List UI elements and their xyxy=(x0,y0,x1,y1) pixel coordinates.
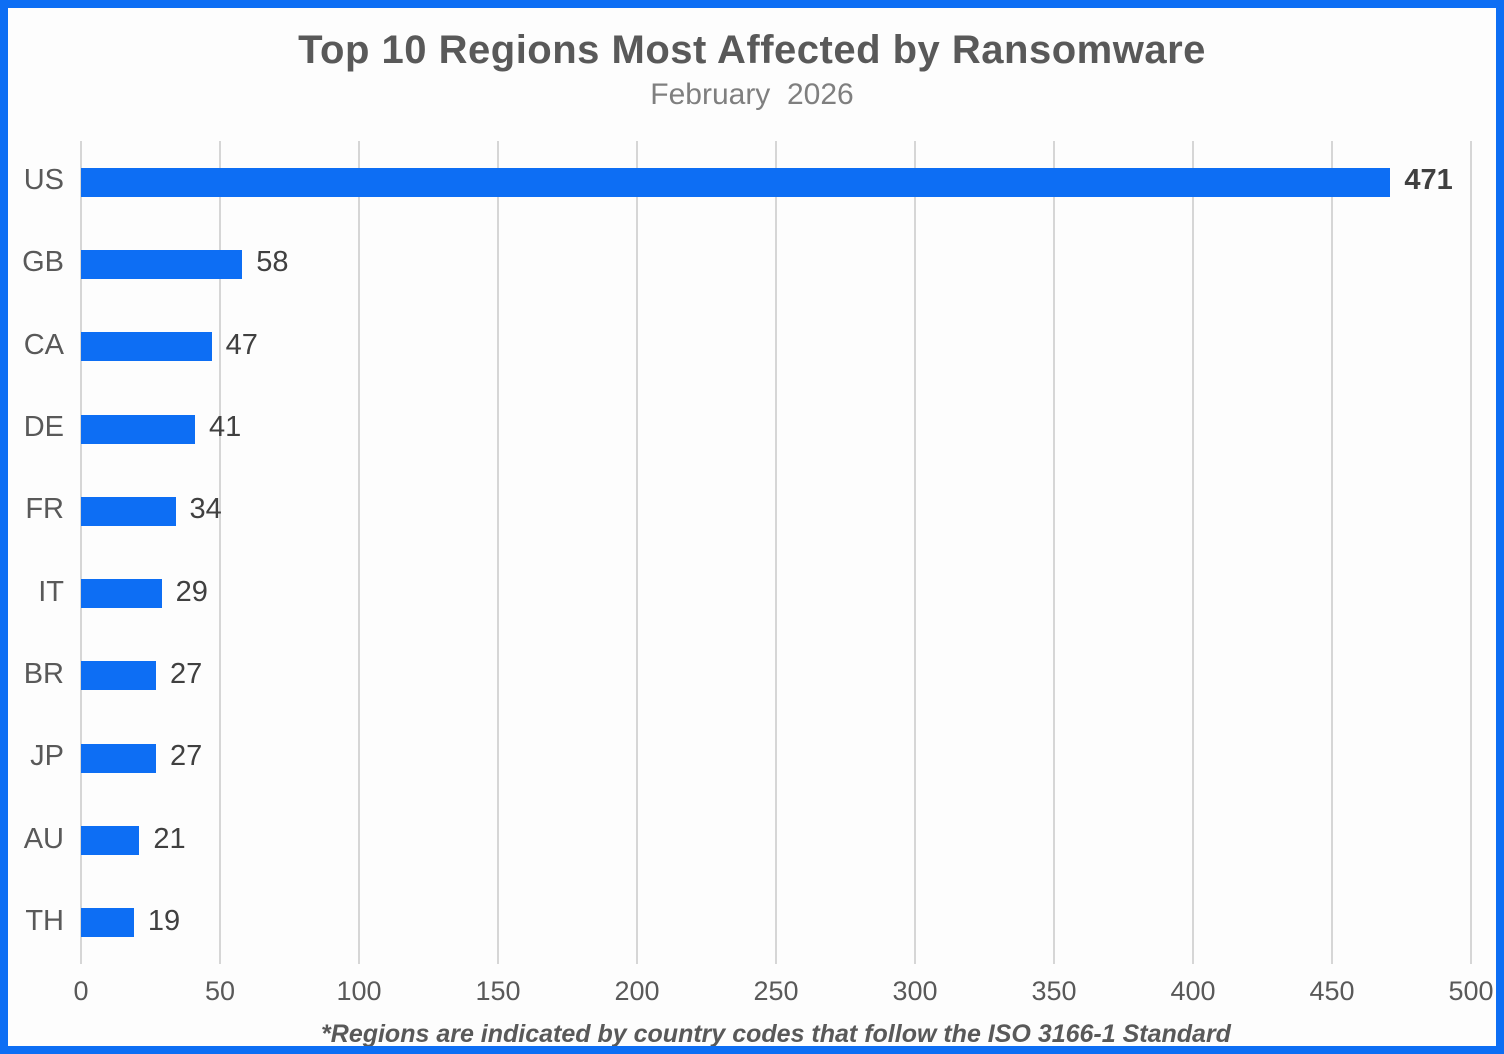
bar-row-de: DE 41 xyxy=(24,388,1471,470)
gridline-x-300 xyxy=(914,141,916,964)
chart-footnote: *Regions are indicated by country codes … xyxy=(321,1020,1231,1048)
bar-th xyxy=(81,908,134,938)
bar-row-fr: FR 34 xyxy=(25,470,1471,552)
category-label-ca: CA xyxy=(23,328,64,361)
bar-row-gb: GB 58 xyxy=(22,223,1471,305)
x-tick-label-200: 200 xyxy=(614,976,660,1006)
x-tick-label-250: 250 xyxy=(753,976,799,1006)
bar-row-au: AU 21 xyxy=(24,799,1471,881)
x-tick-label-500: 500 xyxy=(1448,976,1494,1006)
x-tick-label-350: 350 xyxy=(1031,976,1077,1006)
gridline-x-250 xyxy=(775,141,777,964)
value-label-jp: 27 xyxy=(170,740,203,773)
value-label-br: 27 xyxy=(170,658,203,691)
gridline-x-450 xyxy=(1331,141,1333,964)
value-label-th: 19 xyxy=(147,905,181,938)
bar-row-jp: JP 27 xyxy=(30,717,1471,799)
category-label-au: AU xyxy=(23,822,64,855)
gridline-x-400 xyxy=(1192,141,1194,964)
bar-row-th: TH 19 xyxy=(25,882,1471,964)
x-tick-label-50: 50 xyxy=(204,976,236,1006)
value-label-de: 41 xyxy=(208,411,242,444)
chart-title: Top 10 Regions Most Affected by Ransomwa… xyxy=(298,28,1206,72)
x-tick-label-100: 100 xyxy=(336,976,382,1006)
category-label-th: TH xyxy=(25,905,64,938)
bar-fr xyxy=(81,496,176,526)
gridline-x-100 xyxy=(358,141,360,964)
plot-area: 0 50 100 150 200 250 300 350 400 450 500 US 471 GB 58 C… xyxy=(22,141,1494,1006)
bar-br xyxy=(81,661,157,691)
x-tick-label-300: 300 xyxy=(892,976,938,1006)
value-label-us: 471 xyxy=(1404,164,1453,197)
bar-jp xyxy=(81,743,157,773)
bar-ca xyxy=(81,332,212,362)
value-label-fr: 34 xyxy=(189,493,222,526)
gridline-x-0 xyxy=(80,141,82,964)
category-label-jp: JP xyxy=(30,740,64,773)
gridline-x-50 xyxy=(219,141,221,964)
bar-it xyxy=(81,579,162,609)
category-label-gb: GB xyxy=(22,246,64,279)
gridline-x-350 xyxy=(1053,141,1055,964)
gridline-x-150 xyxy=(497,141,499,964)
category-label-fr: FR xyxy=(25,493,64,526)
x-tick-label-450: 450 xyxy=(1309,976,1355,1006)
x-tick-label-400: 400 xyxy=(1170,976,1216,1006)
bar-de xyxy=(81,414,195,444)
value-label-au: 21 xyxy=(153,822,186,855)
value-label-gb: 58 xyxy=(256,246,289,279)
value-label-it: 29 xyxy=(175,575,208,608)
bar-au xyxy=(81,826,140,856)
bar-row-it: IT 29 xyxy=(38,553,1471,635)
x-tick-label-150: 150 xyxy=(475,976,521,1006)
bar-row-us: US 471 xyxy=(24,141,1471,223)
value-label-ca: 47 xyxy=(225,328,258,361)
category-label-de: DE xyxy=(23,411,64,444)
chart-subtitle: February 2026 xyxy=(650,78,854,111)
bar-row-ca: CA 47 xyxy=(24,306,1471,388)
bar-row-br: BR 27 xyxy=(24,635,1471,717)
category-label-br: BR xyxy=(23,658,64,691)
gridline-x-500 xyxy=(1470,141,1472,964)
bar-gb xyxy=(81,249,243,279)
category-label-it: IT xyxy=(38,575,64,608)
bar-us xyxy=(81,167,1391,197)
gridline-x-200 xyxy=(636,141,638,964)
category-label-us: US xyxy=(23,164,64,197)
x-tick-label-0: 0 xyxy=(73,976,89,1006)
